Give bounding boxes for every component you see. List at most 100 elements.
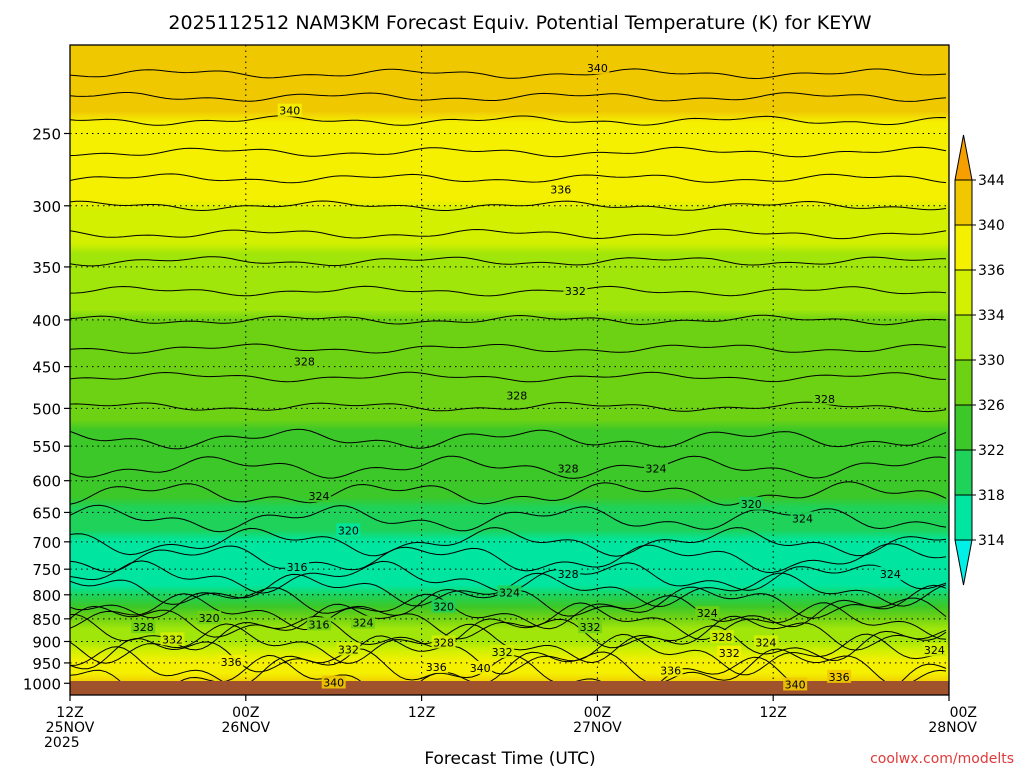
x-tick-label: 12Z xyxy=(408,705,435,721)
x-tick-label: 12Z xyxy=(759,705,786,721)
contour-label-text: 332 xyxy=(719,647,740,660)
contour-label-text: 320 xyxy=(338,524,359,537)
contour-label-text: 324 xyxy=(646,463,667,476)
y-tick-label: 350 xyxy=(32,259,61,277)
y-tick-label: 600 xyxy=(32,473,61,491)
contour-label: 340 xyxy=(321,675,346,689)
contour-label: 336 xyxy=(424,660,449,674)
y-tick-label: 500 xyxy=(32,400,61,418)
y-tick-label: 550 xyxy=(32,438,61,456)
contour-label-text: 328 xyxy=(294,355,315,368)
contour-line xyxy=(70,173,947,184)
contour-label-text: 316 xyxy=(309,618,330,631)
contour-line xyxy=(70,343,947,354)
contour-label: 316 xyxy=(285,560,310,574)
contour-line xyxy=(70,602,947,641)
colorbar-segment xyxy=(954,449,973,496)
colorbar-label: 322 xyxy=(978,443,1005,459)
credit-text: coolwx.com/modelts xyxy=(870,751,1014,767)
contour-label-text: 324 xyxy=(924,644,945,657)
colorbar-label: 314 xyxy=(978,533,1005,549)
colorbar-segment xyxy=(954,179,973,226)
x-tick-label: 00Z xyxy=(232,705,259,721)
contour-label: 320 xyxy=(336,523,361,537)
y-tick-label: 750 xyxy=(32,561,61,579)
contour-label-text: 332 xyxy=(580,621,601,634)
colorbar-segment xyxy=(954,359,973,406)
contour-labels: 340 340 336 332 328 328 328 328 324 324 320 324 320 3… xyxy=(131,61,947,691)
contour-label: 324 xyxy=(790,511,815,525)
contour-label: 328 xyxy=(556,461,581,476)
contour-label: 340 xyxy=(783,677,808,691)
y-tick-label: 800 xyxy=(32,587,61,605)
contour-line xyxy=(70,633,947,676)
y-tick-label: 950 xyxy=(32,655,61,673)
contour-label: 328 xyxy=(812,391,837,406)
contour-label-text: 324 xyxy=(499,586,520,599)
colorbar-segment xyxy=(954,224,973,271)
plot-frame xyxy=(69,44,950,696)
contour-label: 332 xyxy=(563,284,588,298)
contour-label: 324 xyxy=(497,585,522,599)
x-tick-label: 27NOV xyxy=(573,720,622,736)
contour-line xyxy=(70,646,947,688)
contour-label-text: 328 xyxy=(506,389,527,402)
contour-label: 324 xyxy=(644,461,668,476)
contour-line xyxy=(70,428,947,450)
contour-label-text: 328 xyxy=(558,568,579,581)
contour-label-text: 336 xyxy=(221,656,242,669)
chart-title: 2025112512 NAM3KM Forecast Equiv. Potent… xyxy=(168,12,871,34)
contour-label: 320 xyxy=(431,599,456,614)
contour-label: 332 xyxy=(490,644,515,659)
contour-label: 328 xyxy=(709,630,734,644)
contour-label-text: 328 xyxy=(814,393,835,406)
contour-line xyxy=(70,481,947,506)
x-tick-label: 26NOV xyxy=(221,720,270,736)
contour-label-text: 324 xyxy=(880,568,901,581)
contour-line xyxy=(70,613,947,651)
colorbar-segment xyxy=(954,269,973,316)
ground-band xyxy=(70,681,949,695)
contour-label-text: 332 xyxy=(162,633,183,646)
x-tick-label: 00Z xyxy=(950,705,977,721)
contour-label-text: 320 xyxy=(741,498,762,511)
contour-label-text: 320 xyxy=(433,601,454,614)
y-tick-label: 650 xyxy=(32,504,61,522)
contour-label-text: 316 xyxy=(287,561,308,574)
contour-label: 324 xyxy=(307,489,332,503)
x-tick-label: 25NOV xyxy=(46,720,95,736)
contour-label-text: 324 xyxy=(697,607,718,620)
plot-area: 340 340 336 332 328 328 328 328 324 324 320 324 320 3… xyxy=(70,45,949,695)
contour-label-text: 340 xyxy=(470,662,491,675)
x-tick-label: 12Z xyxy=(56,705,83,721)
y-tick-label: 450 xyxy=(32,359,61,377)
contour-label: 336 xyxy=(548,182,573,197)
contour-line xyxy=(70,285,947,297)
colorbar-segment xyxy=(954,314,973,361)
contour-line xyxy=(70,314,947,326)
contour-line xyxy=(70,593,947,631)
contour-line xyxy=(70,401,947,413)
contour-label-text: 324 xyxy=(309,490,330,503)
contour-label: 328 xyxy=(556,566,581,581)
contour-label: 340 xyxy=(277,103,302,118)
colorbar-extend-bottom xyxy=(954,539,973,586)
contour-label: 328 xyxy=(292,354,317,368)
contour-label-text: 340 xyxy=(323,676,344,689)
contour-line xyxy=(70,146,947,158)
contour-label-text: 332 xyxy=(492,646,513,659)
contour-label-text: 328 xyxy=(133,621,154,634)
contour-label-text: 328 xyxy=(711,631,732,644)
contour-label-text: 324 xyxy=(755,636,776,649)
contour-label-text: 332 xyxy=(338,643,359,656)
contour-label-text: 340 xyxy=(785,678,806,691)
contour-label-text: 336 xyxy=(829,671,850,684)
x-tick-label: 28NOV xyxy=(928,720,977,736)
contour-label-text: 328 xyxy=(433,636,454,649)
x-axis-label: Forecast Time (UTC) xyxy=(424,749,595,768)
contour-label-text: 336 xyxy=(660,664,681,677)
contour-line xyxy=(70,371,947,383)
contour-label: 320 xyxy=(197,610,222,625)
contour-label: 316 xyxy=(307,617,332,631)
contour-label-text: 332 xyxy=(565,285,586,298)
